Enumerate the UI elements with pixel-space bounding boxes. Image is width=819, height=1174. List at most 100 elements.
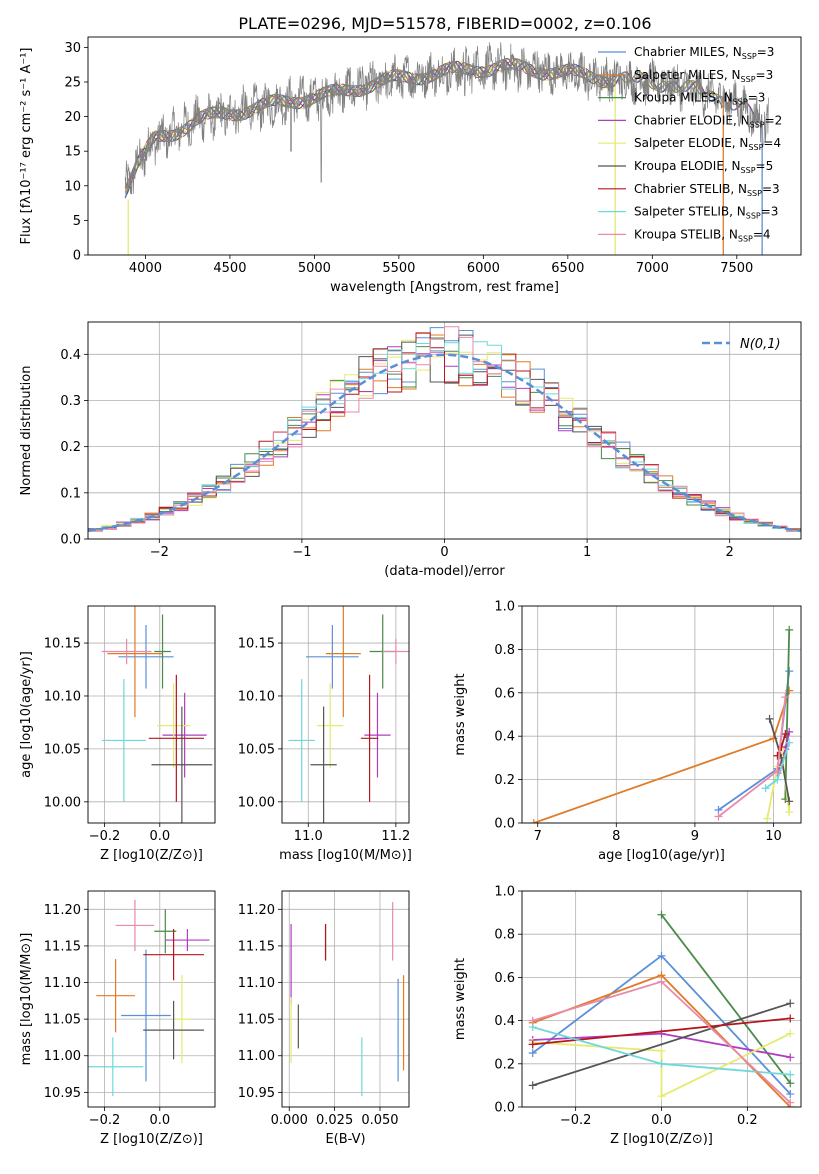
x-axis-label: E(B-V) bbox=[325, 1132, 365, 1147]
mass_vs_Z-panel: −0.2 0.0 10.95 11.00 11.05 11.10 11.15 11.20 Z [… bbox=[19, 890, 216, 1147]
x-axis-label: Z [log10(Z/Z⊙)] bbox=[100, 1132, 203, 1147]
y-tick-label: 11.20 bbox=[238, 903, 275, 918]
x-axis-label: Z [log10(Z/Z⊙)] bbox=[610, 1132, 713, 1147]
x-tick-label: 6500 bbox=[551, 261, 584, 276]
weight-point-marker bbox=[773, 775, 782, 784]
y-tick-label: 25 bbox=[64, 75, 81, 90]
y-tick-label: 0.2 bbox=[60, 440, 81, 455]
legend-entry: Chabrier ELODIE, NSSP=2 bbox=[634, 113, 782, 129]
weight_vs_age-grid bbox=[522, 605, 801, 824]
weight-line bbox=[532, 1002, 791, 1087]
y-tick-label: 10.00 bbox=[238, 795, 275, 810]
x-tick-label: 0 bbox=[440, 545, 448, 560]
x-tick-label: 11.0 bbox=[294, 829, 323, 844]
y-tick-label: 0.8 bbox=[494, 643, 515, 658]
x-tick-label: 9 bbox=[691, 829, 699, 844]
model-spectrum-line bbox=[124, 59, 762, 198]
y-tick-label: 11.00 bbox=[44, 1049, 81, 1064]
y-tick-label: 11.00 bbox=[238, 1049, 275, 1064]
x-tick-label: 0.000 bbox=[271, 1113, 308, 1128]
weight-point-marker bbox=[785, 797, 794, 806]
mass_vs_EBV-grid bbox=[282, 891, 409, 1107]
y-tick-label: 0.2 bbox=[494, 773, 515, 788]
x-tick-label: 11.2 bbox=[381, 829, 410, 844]
weight-point-marker bbox=[773, 751, 782, 760]
weight-point-marker bbox=[785, 808, 794, 817]
x-tick-label: 0.025 bbox=[316, 1113, 353, 1128]
age_vs_mass-marks bbox=[288, 606, 409, 823]
weight-point-marker bbox=[761, 784, 770, 793]
weight-point-marker bbox=[528, 1016, 537, 1025]
x-tick-label: 0.0 bbox=[651, 1113, 672, 1128]
y-axis-label: mass weight bbox=[453, 673, 468, 755]
x-tick-label: 1 bbox=[583, 545, 591, 560]
weight-point-marker bbox=[786, 1079, 795, 1088]
legend-entry: Salpeter STELIB, NSSP=3 bbox=[634, 205, 778, 221]
weight-point-marker bbox=[657, 951, 666, 960]
y-tick-label: 5 bbox=[73, 214, 81, 229]
x-tick-label: 4000 bbox=[129, 261, 162, 276]
age_vs_mass-grid bbox=[282, 606, 409, 823]
residual-legend: N(0,1) bbox=[702, 337, 781, 352]
weight-point-marker bbox=[785, 738, 794, 747]
y-tick-label: 0.1 bbox=[60, 486, 81, 501]
figure-title: PLATE=0296, MJD=51578, FIBERID=0002, z=0… bbox=[238, 14, 651, 33]
y-tick-label: 1.0 bbox=[494, 600, 515, 615]
y-tick-label: 11.15 bbox=[44, 939, 81, 954]
y-tick-label: 10.95 bbox=[238, 1086, 275, 1101]
gaussian-curve bbox=[88, 353, 801, 533]
x-tick-label: 0.2 bbox=[737, 1113, 758, 1128]
age_vs_Z-grid bbox=[88, 606, 215, 823]
y-tick-label: 11.05 bbox=[44, 1013, 81, 1028]
weight-point-marker bbox=[785, 625, 794, 634]
x-tick-label: 0.050 bbox=[361, 1113, 398, 1128]
weight-point-marker bbox=[657, 1059, 666, 1068]
y-tick-label: 0.3 bbox=[60, 394, 81, 409]
weight-point-marker bbox=[786, 1070, 795, 1079]
legend-entry: Salpeter ELODIE, NSSP=4 bbox=[634, 136, 781, 152]
weight-point-marker bbox=[786, 1098, 795, 1107]
weight-point-marker bbox=[657, 977, 666, 986]
x-axis-label: Z [log10(Z/Z⊙)] bbox=[100, 848, 203, 863]
x-tick-label: 7 bbox=[534, 829, 542, 844]
x-axis-label: wavelength [Angstrom, rest frame] bbox=[330, 280, 559, 295]
observed-spectrum-line bbox=[124, 42, 770, 195]
weight-point-marker bbox=[765, 714, 774, 723]
spectrum-legend: Chabrier MILES, NSSP=3 Salpeter MILES, NS… bbox=[598, 45, 782, 243]
residuals-panel: −2 −1 0 1 2 0.0 0.1 0.2 0.3 0.4 (data-model)/error… bbox=[19, 321, 802, 579]
y-axis-label: age [log10(age/yr)] bbox=[19, 651, 34, 778]
y-tick-label: 0.0 bbox=[60, 533, 81, 548]
y-tick-label: 0.0 bbox=[494, 1101, 515, 1116]
weight-point-marker bbox=[714, 812, 723, 821]
legend-entry: N(0,1) bbox=[740, 337, 781, 352]
weight-point-marker bbox=[528, 1040, 537, 1049]
weight-point-marker bbox=[528, 1049, 537, 1057]
y-tick-label: 10.15 bbox=[238, 637, 275, 652]
weight-point-marker bbox=[786, 999, 795, 1008]
x-tick-label: −0.2 bbox=[89, 829, 121, 844]
legend-entry: Chabrier MILES, NSSP=3 bbox=[634, 45, 774, 61]
y-tick-label: 10.05 bbox=[238, 742, 275, 757]
x-tick-label: −2 bbox=[150, 545, 169, 560]
x-tick-label: 7500 bbox=[720, 261, 753, 276]
mass_vs_Z-frame bbox=[87, 890, 216, 1108]
mass_vs_EBV-marks bbox=[290, 901, 405, 1097]
legend-entry: Kroupa STELIB, NSSP=4 bbox=[634, 227, 771, 243]
weight_vs_age-panel: 7 8 9 10 0.0 0.2 0.4 0.6 0.8 1.0 age [log10(age/yr… bbox=[453, 600, 802, 863]
y-tick-label: 11.15 bbox=[238, 939, 275, 954]
y-tick-label: 10.05 bbox=[44, 742, 81, 757]
weight-point-marker bbox=[763, 814, 772, 823]
age_vs_Z-frame bbox=[87, 605, 216, 824]
y-axis-label: Normed distribution bbox=[19, 366, 34, 496]
weight-line bbox=[532, 1032, 791, 1098]
mass_vs_Z-grid bbox=[88, 891, 215, 1107]
x-tick-label: 4500 bbox=[213, 261, 246, 276]
weight-point-marker bbox=[781, 730, 790, 739]
y-tick-label: 15 bbox=[64, 145, 81, 160]
weight-point-marker bbox=[657, 1046, 666, 1055]
x-tick-label: 0.0 bbox=[149, 829, 170, 844]
plot-layer: 4000 4500 5000 5500 6000 6500 7000 750005101520… bbox=[19, 36, 802, 1147]
legend-entry: Salpeter MILES, NSSP=3 bbox=[634, 68, 773, 84]
weight-point-marker bbox=[529, 819, 538, 823]
weight-line bbox=[717, 697, 787, 818]
